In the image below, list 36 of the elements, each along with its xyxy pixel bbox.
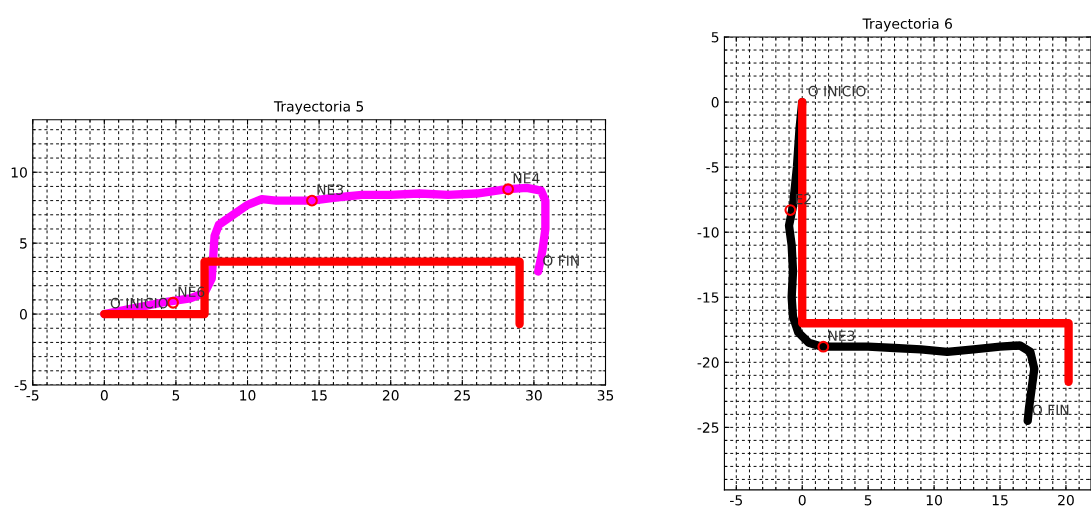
x-tick-label: 0 bbox=[100, 390, 108, 401]
x-tick-label: 5 bbox=[864, 495, 872, 506]
x-tick-label: 30 bbox=[526, 390, 542, 401]
point bbox=[167, 296, 179, 309]
x-tick-label: 35 bbox=[597, 390, 614, 401]
x-tick-label: 20 bbox=[382, 390, 399, 401]
x-tick-label: 10 bbox=[240, 390, 256, 401]
annotation: NE4 bbox=[513, 173, 540, 184]
y-tick-label: 0 bbox=[19, 309, 27, 320]
x-tick-label: 0 bbox=[798, 494, 806, 506]
x-tick-label: 10 bbox=[926, 494, 942, 506]
y-tick-label: -15 bbox=[697, 292, 719, 303]
y-tick-label: -10 bbox=[697, 227, 719, 238]
annotation: O INICIO bbox=[110, 297, 168, 309]
y-tick-label: 5 bbox=[711, 32, 719, 43]
y-tick-label: -5 bbox=[14, 380, 27, 391]
chart-title: Trayectoria 6 bbox=[862, 18, 952, 32]
annotation: O INICIO bbox=[808, 85, 866, 97]
y-tick-label: 0 bbox=[711, 97, 719, 108]
x-tick-label: 25 bbox=[454, 390, 470, 401]
y-tick-label: -20 bbox=[697, 357, 719, 368]
x-tick-label: -5 bbox=[26, 390, 39, 401]
x-tick-label: 5 bbox=[172, 390, 180, 401]
y-tick-label: 10 bbox=[11, 167, 27, 178]
annotation: NE3 bbox=[828, 330, 855, 342]
y-tick-label: -5 bbox=[706, 162, 719, 173]
x-tick-label: -5 bbox=[730, 495, 742, 506]
annotation: NE3 bbox=[317, 184, 344, 195]
x-tick-label: 15 bbox=[992, 495, 1008, 506]
y-tick-label: -25 bbox=[697, 422, 719, 433]
point bbox=[306, 194, 318, 207]
x-tick-label: 20 bbox=[1058, 494, 1074, 506]
y-tick-label: 5 bbox=[20, 238, 27, 249]
point bbox=[502, 183, 515, 196]
x-tick-label: 15 bbox=[311, 390, 327, 401]
chart-title: Trayectoria 5 bbox=[273, 100, 364, 115]
